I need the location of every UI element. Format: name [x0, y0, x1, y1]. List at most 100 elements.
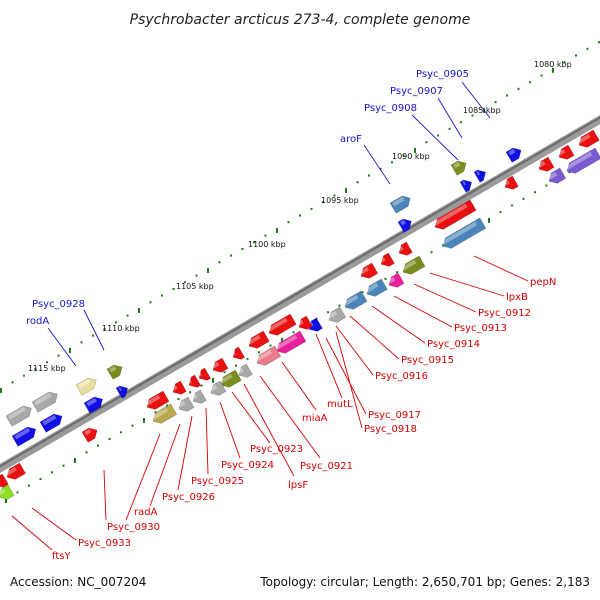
scale-tick	[253, 241, 255, 244]
gene-arrow	[232, 346, 246, 360]
gene-label[interactable]: Psyc_0912	[478, 308, 531, 319]
gene-highlight	[118, 386, 122, 392]
scale-tick	[241, 247, 244, 250]
gene-body	[81, 427, 98, 443]
gene-highlight	[78, 378, 91, 389]
gene-arrow	[459, 179, 473, 193]
gene-label[interactable]: Psyc_0914	[427, 339, 480, 350]
gene-body	[152, 403, 178, 424]
gene-arrow	[558, 144, 575, 160]
scale-tick	[506, 94, 508, 97]
gene-body	[388, 272, 405, 288]
gene-label[interactable]: Psyc_0913	[454, 323, 507, 334]
gene-highlight	[578, 133, 591, 144]
scale-tick	[207, 267, 209, 273]
scale-tick	[235, 364, 237, 367]
scale-label: 1115 kbp	[28, 364, 66, 373]
gene-label[interactable]: Psyc_0907	[390, 86, 443, 97]
scale-tick	[218, 261, 221, 264]
gene-body	[558, 144, 575, 160]
gene-body	[548, 167, 567, 184]
gene-label[interactable]: Psyc_0928	[32, 299, 85, 310]
gene-arrow	[398, 241, 413, 256]
gene-label[interactable]: aroF	[340, 134, 362, 145]
scale-tick	[442, 244, 444, 247]
gene-label[interactable]: Psyc_0915	[401, 355, 454, 366]
gene-highlight	[328, 310, 338, 319]
gene-label[interactable]: Psyc_0925	[191, 476, 244, 487]
gene-highlight	[476, 170, 480, 176]
gene-label[interactable]: Psyc_0916	[375, 371, 428, 382]
gene-highlight	[298, 319, 304, 326]
gene-label[interactable]: Psyc_0924	[221, 460, 274, 471]
gene-highlight	[434, 203, 468, 226]
gene-label[interactable]: Psyc_0930	[107, 522, 160, 533]
gene-highlight	[344, 294, 359, 306]
gene-label[interactable]: Psyc_0918	[364, 424, 417, 435]
label-leaders	[11, 81, 529, 551]
scale-tick	[28, 484, 30, 487]
gene-highlight	[402, 259, 417, 271]
leader-line	[335, 331, 363, 429]
gene-label[interactable]: Psyc_0921	[300, 461, 353, 472]
gene-highlight	[34, 392, 52, 406]
gene-label[interactable]: miaA	[302, 413, 328, 424]
gene-highlight	[86, 397, 97, 407]
gene-label[interactable]: Psyc_0933	[78, 538, 131, 549]
gene-arrow	[450, 160, 467, 176]
gene-label[interactable]: rodA	[26, 316, 49, 327]
gene-arrow	[210, 380, 227, 396]
scale-tick	[281, 337, 283, 343]
scale-tick	[430, 251, 433, 254]
gene-arrow	[566, 147, 600, 174]
gene-label[interactable]: mutL	[327, 399, 353, 410]
gene-body	[232, 346, 246, 360]
gene-body	[366, 278, 388, 297]
scale-label: 1095 kbp	[321, 196, 359, 205]
scale-tick	[414, 147, 416, 153]
gene-body	[248, 330, 270, 349]
leader-line	[335, 325, 374, 376]
gene-label[interactable]: ftsY	[52, 551, 71, 562]
gene-arrow	[75, 377, 97, 396]
gene-body	[380, 252, 395, 267]
gene-label[interactable]: Psyc_0926	[162, 492, 215, 503]
gene-highlight	[380, 256, 386, 263]
gene-label[interactable]: Psyc_0905	[416, 69, 469, 80]
scale-tick	[425, 141, 428, 144]
scale-tick	[586, 47, 589, 50]
scale-tick	[598, 41, 600, 44]
scale-tick	[51, 471, 53, 474]
scale-label: 1110 kbp	[102, 324, 140, 333]
gene-label[interactable]: lpxB	[506, 292, 528, 303]
gene-arrow	[192, 389, 207, 404]
gene-label[interactable]: Psyc_0908	[364, 103, 417, 114]
genome-stats-text: Topology: circular; Length: 2,650,701 bp…	[259, 575, 590, 589]
gene-label[interactable]: pepN	[530, 277, 556, 288]
gene-label[interactable]: lpsF	[288, 480, 308, 491]
scale-tick	[391, 161, 393, 164]
gene-highlight	[8, 406, 26, 420]
scale-tick	[517, 87, 520, 90]
gene-label[interactable]: Psyc_0923	[250, 444, 303, 455]
gene-body	[397, 218, 412, 233]
scale-tick	[154, 411, 157, 414]
gene-label[interactable]: radA	[134, 507, 158, 518]
scale-tick	[437, 134, 439, 137]
gene-arrow	[248, 330, 270, 349]
leader-line	[231, 391, 271, 444]
scale-tick	[108, 437, 111, 440]
gene-highlight	[109, 365, 117, 373]
scale-tick	[172, 287, 175, 290]
scale-tick	[499, 211, 502, 214]
gene-body	[434, 199, 477, 230]
scale-tick	[161, 294, 163, 297]
gene-arrow	[31, 391, 58, 413]
gene-label[interactable]: Psyc_0917	[368, 410, 421, 421]
gene-highlight	[210, 384, 218, 392]
scale-tick	[46, 361, 48, 364]
scale-tick	[575, 54, 577, 57]
gene-highlight	[238, 367, 244, 374]
leader-line	[393, 295, 453, 328]
